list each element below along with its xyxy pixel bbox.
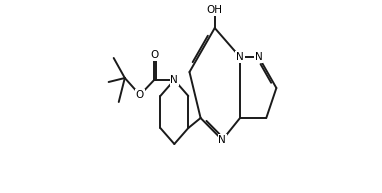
Text: N: N: [236, 52, 244, 62]
Text: N: N: [255, 52, 262, 62]
Text: OH: OH: [207, 5, 223, 15]
Text: O: O: [150, 50, 158, 60]
Text: N: N: [219, 135, 226, 145]
Text: O: O: [136, 90, 144, 100]
Text: N: N: [170, 75, 178, 85]
